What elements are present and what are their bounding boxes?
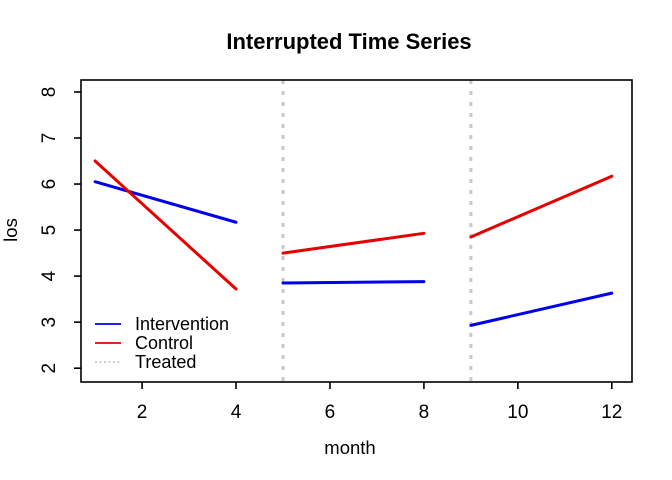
chart-title: Interrupted Time Series bbox=[226, 29, 471, 54]
y-tick-label-7: 7 bbox=[39, 133, 60, 144]
intervention-line-segment-2 bbox=[281, 280, 426, 285]
x-tick-label-8: 8 bbox=[419, 402, 430, 423]
control-line-segment-2 bbox=[281, 231, 426, 255]
y-tick-label-4: 4 bbox=[39, 270, 60, 281]
x-tick-label-10: 10 bbox=[507, 402, 528, 423]
plot-box bbox=[80, 79, 633, 383]
y-tick-label-6: 6 bbox=[39, 179, 60, 190]
x-tick-label-4: 4 bbox=[231, 402, 242, 423]
legend-label-intervention: Intervention bbox=[135, 314, 229, 334]
y-tick-label-3: 3 bbox=[39, 317, 60, 328]
intervention-line-segment-1 bbox=[93, 180, 238, 224]
y-axis-label: los bbox=[0, 218, 21, 242]
legend-label-treated: Treated bbox=[135, 352, 196, 372]
legend-label-control: Control bbox=[135, 333, 193, 353]
control-line-segment-3 bbox=[469, 174, 614, 239]
plot-area: 2 4 6 8 10 12 2 3 4 5 6 7 8 InterventionControlTreate… bbox=[39, 79, 633, 423]
x-tick-label-6: 6 bbox=[325, 402, 336, 423]
intervention-line-segment-3 bbox=[469, 291, 614, 327]
y-tick-label-2: 2 bbox=[39, 363, 60, 374]
y-tick-label-8: 8 bbox=[39, 87, 60, 98]
x-tick-label-12: 12 bbox=[601, 402, 622, 423]
control-line-segment-1 bbox=[93, 159, 238, 291]
x-tick-label-2: 2 bbox=[137, 402, 148, 423]
y-tick-label-5: 5 bbox=[39, 225, 60, 236]
x-axis-label: month bbox=[324, 437, 375, 458]
